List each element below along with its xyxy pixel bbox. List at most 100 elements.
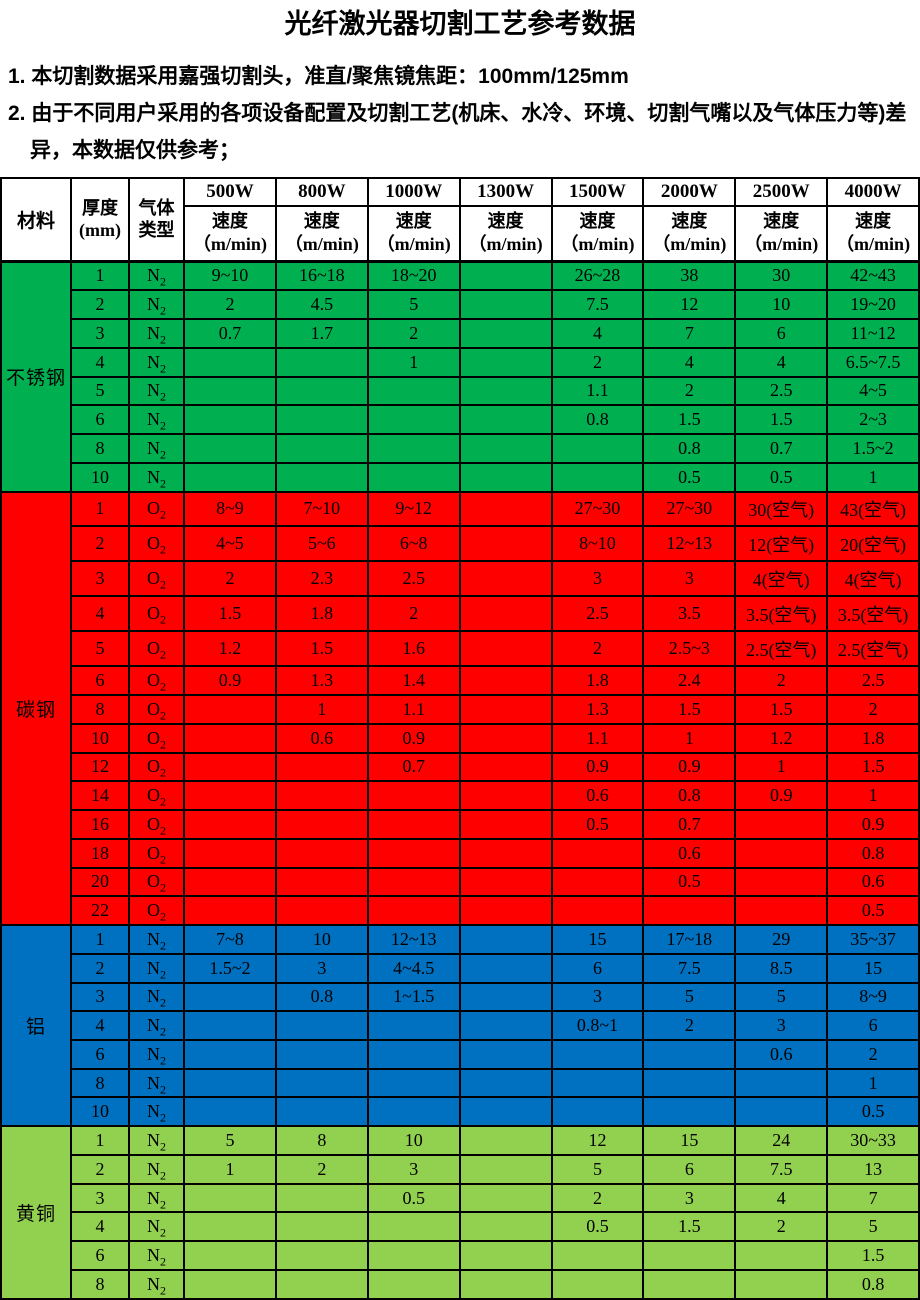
col-header-speed: 速度 （m/min)	[826, 205, 920, 263]
speed-value-cell	[274, 1268, 369, 1300]
speed-value-cell: 2.5	[826, 665, 920, 697]
col-header-speed: 速度 （m/min)	[183, 205, 277, 263]
thickness-cell: 6	[70, 1038, 130, 1070]
page-title: 光纤激光器切割工艺参考数据	[284, 9, 636, 39]
speed-value-cell	[183, 433, 277, 464]
speed-value-cell	[274, 346, 369, 378]
speed-value-cell: 4~4.5	[366, 952, 461, 984]
table-row: 8 N2 0.8	[1, 1268, 920, 1300]
speed-value-cell: 6.5~7.5	[826, 346, 920, 378]
thickness-cell: 2	[70, 1153, 130, 1185]
speed-value-cell: 0.9	[550, 751, 645, 783]
gas-type-cell: N2	[128, 1067, 185, 1099]
thickness-cell: 8	[70, 1067, 130, 1099]
gas-type-cell: N2	[128, 952, 185, 984]
speed-value-cell	[366, 1038, 461, 1070]
speed-value-cell	[366, 1240, 461, 1271]
speed-value-cell: 5	[366, 289, 461, 321]
speed-value-cell: 2	[734, 665, 829, 697]
speed-value-cell: 2	[366, 318, 461, 349]
speed-value-cell	[458, 1038, 553, 1070]
speed-value-cell: 2.3	[274, 560, 369, 598]
speed-value-cell: 43(空气)	[826, 490, 920, 528]
speed-value-cell: 7~8	[183, 924, 277, 955]
table-row: 18 O2 0.6 0.8	[1, 837, 920, 869]
speed-value-cell	[366, 809, 461, 840]
gas-type-cell: N2	[128, 289, 185, 321]
speed-value-cell: 4~5	[183, 525, 277, 563]
speed-value-cell	[274, 433, 369, 464]
speed-value-cell	[458, 630, 553, 668]
speed-value-cell: 1.5	[274, 630, 369, 668]
gas-type-cell: O2	[128, 866, 185, 898]
speed-value-cell: 2.5	[366, 560, 461, 598]
speed-value-cell	[183, 346, 277, 378]
gas-type-cell: N2	[128, 433, 185, 464]
speed-value-cell	[458, 780, 553, 812]
gas-type-cell: N2	[128, 318, 185, 349]
speed-value-cell: 18~20	[366, 259, 461, 292]
speed-value-cell	[183, 1268, 277, 1300]
speed-value-cell	[642, 1038, 737, 1070]
speed-value-cell: 1.3	[550, 694, 645, 725]
speed-value-cell	[642, 1240, 737, 1271]
speed-value-cell: 38	[642, 259, 737, 292]
speed-value-cell: 4~5	[826, 375, 920, 407]
thickness-cell: 1	[70, 924, 130, 955]
speed-value-cell: 3	[366, 1153, 461, 1185]
speed-value-cell	[642, 895, 737, 927]
speed-value-cell: 13	[826, 1153, 920, 1185]
table-row: 6 N2 0.6 2	[1, 1038, 920, 1070]
note-1: 1. 本切割数据采用嘉强切割头，准直/聚焦镜焦距：100mm/125mm	[8, 65, 629, 88]
gas-type-cell: N2	[128, 1268, 185, 1300]
col-header-power-2000w: 2000W	[642, 177, 737, 207]
speed-value-cell	[274, 375, 369, 407]
speed-value-cell	[458, 1067, 553, 1099]
table-header: 材料 厚度 (mm) 气体 类型 500W 800W 1000W 1300W 1…	[0, 177, 920, 263]
thickness-cell: 20	[70, 866, 130, 898]
speed-value-cell: 4(空气)	[734, 560, 829, 598]
speed-value-cell	[458, 751, 553, 783]
speed-value-cell	[734, 809, 829, 840]
speed-value-cell	[183, 981, 277, 1013]
thickness-cell: 1	[70, 1125, 130, 1156]
speed-value-cell: 10	[366, 1125, 461, 1156]
gas-type-cell: N2	[128, 924, 185, 955]
col-header-power-1300w: 1300W	[458, 177, 553, 207]
speed-value-cell: 0.5	[550, 809, 645, 840]
speed-value-cell	[366, 433, 461, 464]
speed-value-cell	[183, 866, 277, 898]
speed-value-cell	[366, 1211, 461, 1243]
table-row: 3 N2 0.7 1.7 2 4 7 6 11~12	[1, 318, 920, 349]
speed-value-cell	[366, 895, 461, 927]
speed-value-cell: 2	[642, 375, 737, 407]
speed-value-cell: 2	[734, 1211, 829, 1243]
table-row: 4 N2 0.8~1 2 3 6	[1, 1010, 920, 1041]
gas-type-cell: N2	[128, 346, 185, 378]
speed-value-cell	[183, 780, 277, 812]
col-header-power-1000w: 1000W	[366, 177, 461, 207]
col-header-power-2500w: 2500W	[734, 177, 829, 207]
speed-value-cell	[183, 1038, 277, 1070]
speed-value-cell	[183, 837, 277, 869]
speed-value-cell	[550, 837, 645, 869]
speed-value-cell	[458, 694, 553, 725]
speed-value-cell: 1.5~2	[826, 433, 920, 464]
speed-value-cell: 2.5(空气)	[826, 630, 920, 668]
speed-value-cell: 0.9	[366, 722, 461, 754]
gas-type-cell: O2	[128, 895, 185, 927]
speed-value-cell: 7.5	[734, 1153, 829, 1185]
speed-value-cell: 1.5	[642, 1211, 737, 1243]
speed-value-cell: 0.9	[826, 809, 920, 840]
speed-value-cell	[550, 895, 645, 927]
speed-value-cell	[458, 525, 553, 563]
thickness-cell: 2	[70, 289, 130, 321]
speed-value-cell	[274, 837, 369, 869]
gas-type-cell: O2	[128, 665, 185, 697]
material-label-cell: 黄铜	[0, 1125, 72, 1300]
speed-value-cell: 4.5	[274, 289, 369, 321]
speed-value-cell	[274, 404, 369, 436]
table-row: 2 O2 4~5 5~6 6~8 8~10 12~13 12(空气) 20(空气)	[1, 525, 920, 563]
gas-type-cell: N2	[128, 1096, 185, 1128]
table-row: 2 N2 1 2 3 5 6 7.5 13	[1, 1153, 920, 1185]
